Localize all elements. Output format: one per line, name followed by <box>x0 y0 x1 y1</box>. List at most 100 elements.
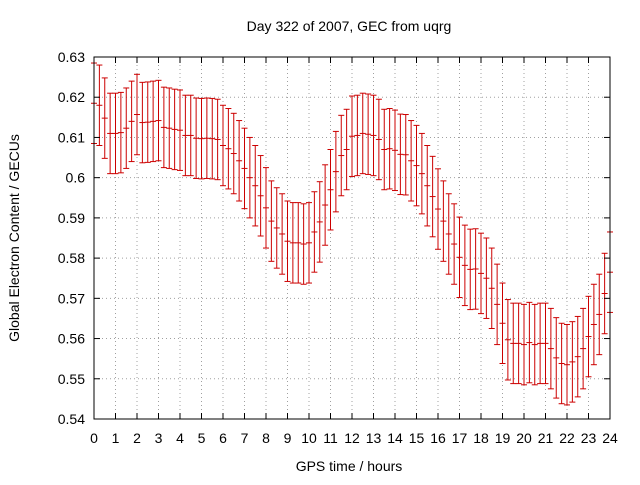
x-tick-label: 12 <box>344 430 360 446</box>
error-bar <box>553 317 560 399</box>
error-bar <box>424 144 431 227</box>
x-tick-label: 10 <box>301 430 317 446</box>
x-tick-label: 15 <box>409 430 425 446</box>
error-bar <box>150 80 157 163</box>
error-bar <box>451 203 458 285</box>
error-bar <box>220 104 226 187</box>
x-tick-label: 18 <box>473 430 489 446</box>
error-bar <box>456 216 463 299</box>
error-bar <box>322 164 329 246</box>
error-bar <box>569 321 576 403</box>
error-bar <box>488 247 495 329</box>
error-bar <box>418 132 425 215</box>
error-bar <box>241 127 248 210</box>
x-tick-label: 1 <box>112 430 120 446</box>
error-bar <box>112 92 119 175</box>
axis-ticks: 0.54 0.55 0.56 0.57 0.58 0.59 0.6 0.61 0.62 0.63 0… <box>58 49 618 446</box>
error-bar <box>537 302 544 385</box>
error-bar <box>354 94 361 177</box>
error-bar <box>273 187 280 269</box>
error-bar <box>236 120 243 202</box>
error-bar <box>467 228 474 311</box>
error-bar <box>381 108 388 191</box>
error-bar <box>338 114 345 197</box>
x-tick-label: 21 <box>538 430 554 446</box>
error-bar <box>349 95 355 177</box>
error-bar <box>230 112 237 195</box>
error-bar <box>155 79 162 162</box>
error-bar <box>564 323 570 406</box>
y-tick-label: 0.59 <box>58 210 85 226</box>
x-tick-label: 22 <box>559 430 575 446</box>
x-tick-label: 7 <box>241 430 249 446</box>
x-tick-label: 5 <box>198 430 206 446</box>
error-bar <box>203 97 210 179</box>
y-tick-label: 0.61 <box>58 129 85 145</box>
error-bar <box>590 283 597 366</box>
y-axis-label: Global Electron Content / GECUs <box>6 134 22 342</box>
error-bar <box>252 144 259 227</box>
error-bar <box>445 193 452 275</box>
error-bar <box>478 232 484 315</box>
error-bar <box>402 114 409 196</box>
chart-title: Day 322 of 2007, GEC from uqrg <box>247 18 452 34</box>
error-bar <box>246 136 253 219</box>
error-bar <box>327 149 334 231</box>
error-bar <box>198 97 205 180</box>
error-bar <box>332 130 339 213</box>
error-bar <box>558 322 565 405</box>
x-tick-label: 20 <box>516 430 532 446</box>
error-bar <box>225 107 232 190</box>
error-bar <box>413 124 420 207</box>
x-tick-label: 13 <box>366 430 382 446</box>
error-bar <box>494 263 501 346</box>
error-bar <box>123 87 130 169</box>
y-tick-label: 0.6 <box>66 170 86 186</box>
y-tick-label: 0.55 <box>58 371 85 387</box>
x-tick-label: 4 <box>176 430 184 446</box>
error-bar <box>214 98 221 181</box>
x-tick-label: 9 <box>284 430 292 446</box>
x-tick-label: 24 <box>602 430 618 446</box>
error-bar <box>263 167 269 249</box>
error-bar <box>343 108 350 191</box>
x-tick-label: 16 <box>430 430 446 446</box>
error-bar <box>284 200 291 282</box>
error-bar <box>166 87 173 169</box>
data-series <box>91 62 613 406</box>
error-bar <box>601 252 608 335</box>
error-bar <box>177 89 183 171</box>
error-bar <box>585 295 592 378</box>
error-bar <box>171 88 178 171</box>
error-bar <box>472 228 479 310</box>
error-bar <box>107 92 114 175</box>
error-bar <box>160 86 167 169</box>
error-bar <box>306 202 312 284</box>
y-tick-label: 0.62 <box>58 89 85 105</box>
error-bar <box>144 81 151 163</box>
error-bar <box>359 92 366 175</box>
error-bar <box>510 302 517 385</box>
error-bar <box>96 64 103 146</box>
y-tick-label: 0.63 <box>58 49 85 65</box>
error-bar <box>435 168 441 250</box>
error-bar <box>209 97 216 180</box>
error-bar <box>316 181 323 263</box>
error-bar <box>386 107 393 190</box>
error-bar <box>408 120 415 202</box>
x-tick-label: 17 <box>452 430 468 446</box>
error-bar <box>375 98 382 181</box>
error-bar <box>542 302 549 385</box>
error-bar <box>596 273 603 356</box>
error-bar <box>311 191 318 273</box>
error-bar <box>515 302 522 385</box>
y-tick-label: 0.54 <box>58 411 85 427</box>
error-bar <box>289 202 296 284</box>
error-bar <box>257 155 264 237</box>
error-bar <box>580 307 587 390</box>
x-tick-label: 11 <box>323 430 338 446</box>
error-bar <box>295 202 302 284</box>
error-bar <box>365 93 372 175</box>
error-bar <box>193 97 200 179</box>
error-bar <box>521 303 527 386</box>
